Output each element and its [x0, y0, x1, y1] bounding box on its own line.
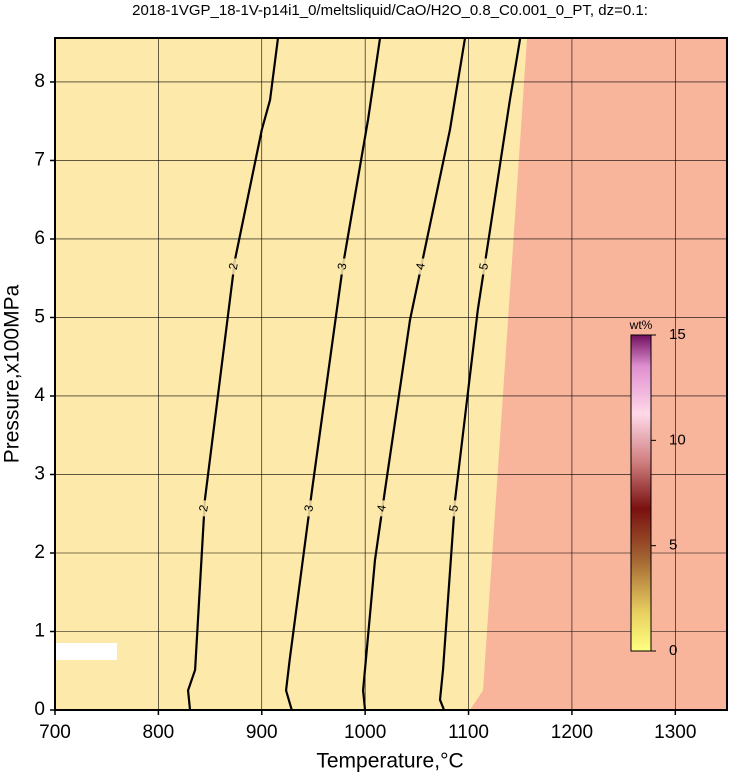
- y-tick-label: 6: [34, 228, 45, 249]
- y-tick-label: 0: [34, 699, 45, 720]
- axes: 700 800 900 1000 1100 1200 1300 0 1 2 3 4 5 6 7 8: [34, 37, 728, 743]
- contour-label: 4: [413, 262, 428, 271]
- y-tick-label: 7: [34, 149, 45, 170]
- colorbar-tick-label: 5: [669, 537, 677, 554]
- contour-label-bg: [229, 258, 240, 275]
- contour-label: 4: [374, 503, 389, 512]
- contour-label-bg: [377, 500, 388, 517]
- y-axis-label: Pressure,x100MPa: [1, 284, 24, 463]
- y-tick-label: 8: [34, 71, 45, 92]
- colorbar-tick-label: 0: [669, 642, 677, 659]
- contour-line: [438, 38, 522, 710]
- y-tick-label: 4: [34, 385, 45, 406]
- colorbar-tick-label: 15: [669, 326, 686, 343]
- contour-label-bg: [449, 500, 460, 517]
- contour-label: 3: [301, 503, 316, 512]
- plot-area: 2 2 3 3 4 4 5 5: [55, 38, 727, 710]
- contour-label: 3: [335, 262, 350, 271]
- plot-frame: [54, 37, 728, 711]
- contour-label-bg: [304, 500, 315, 517]
- x-tick-label: 900: [246, 722, 278, 743]
- contour-line: [361, 38, 467, 710]
- colorbar-tick-label: 10: [669, 431, 686, 448]
- contour-label: 2: [196, 503, 211, 512]
- x-tick-label: 700: [39, 722, 71, 743]
- contour-label: 5: [476, 262, 491, 271]
- contour-label-bg: [479, 258, 490, 275]
- contour-line: [186, 38, 280, 710]
- contour-label: 5: [446, 503, 461, 512]
- y-tick-label: 3: [34, 464, 45, 485]
- colorbar: [630, 334, 652, 652]
- contour-label-bg: [416, 258, 427, 275]
- x-axis-label: Temperature,°C: [316, 750, 463, 773]
- x-tick-label: 1300: [654, 722, 696, 743]
- y-tick-label: 1: [34, 621, 45, 642]
- contour-line: [284, 38, 382, 710]
- high-region: [469, 38, 727, 710]
- data-gap: [55, 643, 117, 660]
- colorbar-label: wt%: [629, 318, 653, 332]
- contour-label-bg: [199, 500, 210, 517]
- x-tick-label: 1200: [551, 722, 593, 743]
- x-tick-label: 1000: [344, 722, 386, 743]
- contour-label-bg: [337, 258, 348, 275]
- y-tick-label: 2: [34, 542, 45, 563]
- x-tick-label: 800: [143, 722, 175, 743]
- x-tick-label: 1100: [448, 722, 489, 743]
- chart-title: 2018-1VGP_18-1V-p14i1_0/meltsliquid/CaO/…: [132, 2, 648, 19]
- contour-label: 2: [226, 262, 241, 271]
- y-tick-label: 5: [34, 306, 45, 327]
